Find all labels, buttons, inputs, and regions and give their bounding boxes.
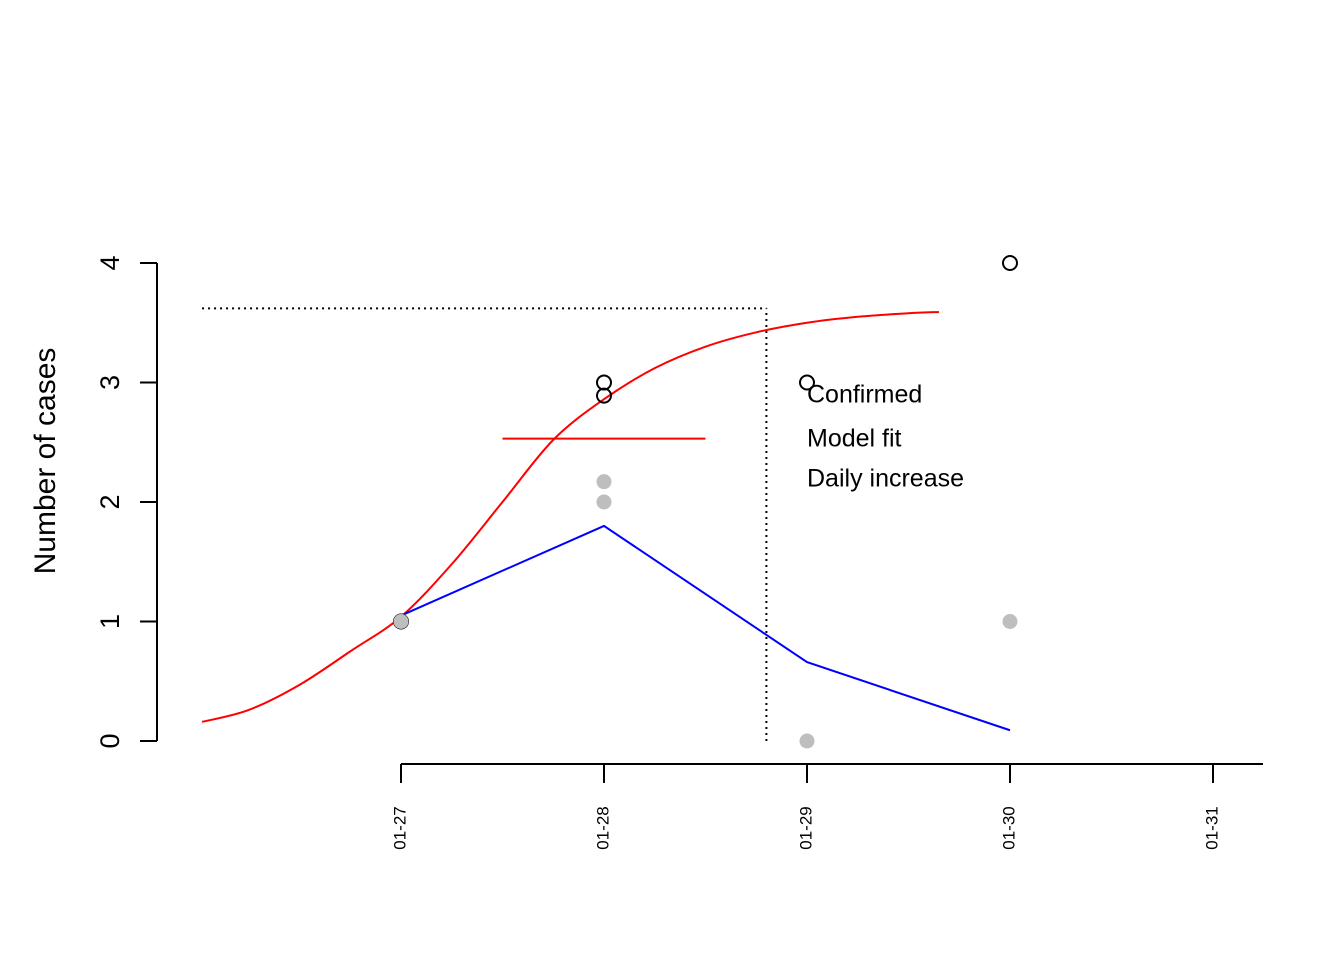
- y-tick-label-0: 0: [95, 733, 125, 748]
- legend-entry-daily-increase: Daily increase: [807, 465, 964, 493]
- y-tick-label-3: 3: [95, 375, 125, 390]
- series-points: [393, 255, 1018, 749]
- reference-lines: [202, 307, 768, 741]
- daily-increase-point-3: [799, 733, 815, 749]
- legend-entry-confirmed: Confirmed: [807, 381, 922, 409]
- model-fit-line: [201, 310, 939, 723]
- labels: 0 1 2 3 4 Number of cases 01-27 01-28 01-29 01-30…: [29, 255, 1221, 849]
- y-axis-label: Number of cases: [29, 348, 62, 575]
- x-tick-label-01-28: 01-28: [593, 806, 612, 849]
- axes: [140, 262, 1263, 783]
- confirmed-point-2: [596, 387, 612, 404]
- confirmed-point-4: [1002, 255, 1018, 271]
- x-tick-label-01-27: 01-27: [390, 806, 409, 849]
- x-tick-label-01-30: 01-30: [999, 806, 1018, 849]
- y-tick-label-1: 1: [95, 614, 125, 629]
- series-3-line: [400, 524, 1011, 732]
- daily-increase-point-4: [1002, 614, 1018, 629]
- confirmed-point-1: [596, 374, 612, 391]
- confirmed-point-3: [799, 374, 815, 391]
- y-tick-label-2: 2: [95, 494, 125, 509]
- x-tick-label-01-31: 01-31: [1202, 806, 1221, 849]
- x-tick-label-01-29: 01-29: [796, 806, 815, 849]
- y-tick-label-4: 4: [95, 255, 125, 270]
- daily-increase-point-1: [596, 474, 612, 490]
- legend-entry-model-fit: Model fit: [807, 425, 902, 453]
- series-lines: [201, 310, 1011, 732]
- daily-increase-point-0: [393, 614, 409, 629]
- daily-increase-point-2: [596, 494, 612, 510]
